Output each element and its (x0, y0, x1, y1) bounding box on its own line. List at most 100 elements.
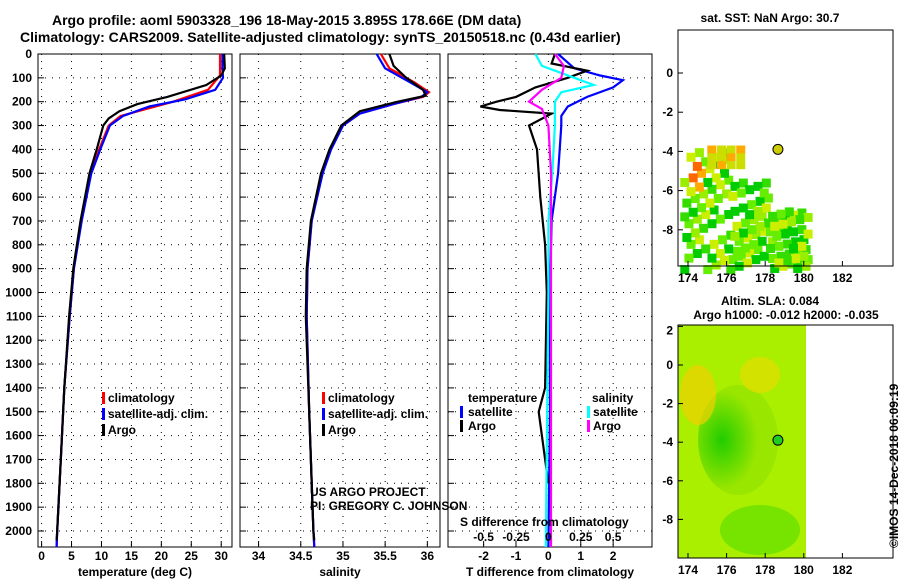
sst-cell (692, 161, 702, 171)
sst-cell (715, 249, 725, 259)
x-tick-label: 2 (610, 549, 617, 563)
sst-cell (761, 203, 771, 213)
sst-cell (716, 145, 726, 154)
sst-cell (763, 218, 773, 228)
sst-cell (740, 218, 750, 228)
sst-cell (768, 211, 778, 221)
x-tick-label: 34 (252, 549, 266, 563)
sst-cell (688, 173, 698, 183)
x2-tick-label: -0.5 (473, 530, 494, 544)
legend-label: climatology (108, 391, 175, 405)
sst-cell (684, 253, 694, 263)
depth-tick-label: 1900 (5, 500, 32, 514)
depth-tick-label: 1600 (5, 429, 32, 443)
sst-cell (701, 157, 711, 167)
sst-cell (753, 206, 763, 216)
sst-cell (774, 258, 784, 268)
credit-line-1: US ARGO PROJECT (310, 485, 426, 499)
map-title: Altim. SLA: 0.084 (721, 294, 819, 308)
sst-cell (688, 207, 698, 217)
sst-cell (797, 225, 807, 235)
sst-cell (791, 237, 801, 247)
x-tick-label: 20 (155, 549, 169, 563)
depth-tick-label: 800 (12, 238, 32, 252)
depth-tick-label: 700 (12, 214, 32, 228)
sst-cell (692, 249, 702, 259)
depth-tick-label: 400 (12, 142, 32, 156)
legend-heading-salinity: salinity (592, 391, 634, 405)
sst-cell (686, 152, 696, 162)
sst-cell (747, 200, 757, 210)
x2-tick-label: 0.5 (605, 530, 622, 544)
sst-cell (705, 198, 715, 208)
x-tick-label: -2 (478, 549, 489, 563)
lat-tick-label: -2 (662, 105, 673, 119)
sst-cell (720, 168, 730, 178)
legend-swatch (322, 392, 325, 404)
legend-label: satellite-adj. clim. (328, 407, 428, 421)
sst-cell (716, 153, 726, 162)
sst-cell (795, 215, 805, 225)
x2-tick-label: -0.25 (502, 530, 530, 544)
depth-tick-label: 1200 (5, 333, 32, 347)
sst-cell (782, 239, 792, 249)
legend-swatch (102, 408, 105, 420)
sst-cell (726, 265, 736, 275)
sst-cell (716, 161, 726, 170)
sst-cell (751, 230, 761, 240)
map-title: sat. SST: NaN Argo: 30.7 (701, 11, 840, 25)
sst-cell (736, 153, 746, 162)
sst-cell (797, 241, 807, 251)
x-tick-label: 15 (125, 549, 139, 563)
sst-cell (736, 161, 746, 170)
sst-cell (784, 207, 794, 217)
x-tick-label: 30 (215, 549, 229, 563)
sst-cell (780, 229, 790, 239)
depth-tick-label: 1800 (5, 476, 32, 490)
profile-line-climatology (305, 53, 431, 548)
sst-cell (690, 194, 700, 204)
sst-cell (757, 236, 767, 246)
x-tick-label: 0 (545, 549, 552, 563)
sst-cell (680, 265, 690, 275)
legend-swatch (322, 408, 325, 420)
sst-cell (732, 246, 742, 256)
sst-cell (680, 177, 690, 187)
profile-line-climatology (55, 54, 222, 548)
lon-tick-label: 174 (678, 563, 698, 577)
x2-tick-label: 0.25 (569, 530, 593, 544)
sst-cell (703, 265, 713, 275)
sst-cell (770, 263, 780, 273)
sst-cell (793, 263, 803, 273)
sst-cell (791, 253, 801, 263)
x-tick-label: 1 (577, 549, 584, 563)
x-axis-label: T difference from climatology (466, 565, 634, 579)
sst-cell (713, 194, 723, 204)
sst-cell (707, 153, 717, 162)
legend-heading-temperature: temperature (468, 391, 538, 405)
sst-cell (799, 235, 809, 245)
lat-tick-label: -8 (662, 512, 673, 526)
sst-cell (715, 180, 725, 190)
depth-tick-label: 600 (12, 190, 32, 204)
lon-tick-label: 176 (717, 271, 737, 285)
x-tick-label: 35 (336, 549, 350, 563)
sst-cell (720, 255, 730, 265)
sst-cell (722, 189, 732, 199)
depth-tick-label: 200 (12, 95, 32, 109)
x-tick-label: 25 (185, 549, 199, 563)
sst-cell (717, 235, 727, 245)
sst-cell (715, 214, 725, 224)
sst-cell (726, 153, 736, 162)
sst-cell (707, 184, 717, 194)
sst-cell (759, 251, 769, 261)
depth-tick-label: 1500 (5, 405, 32, 419)
sst-cell (690, 228, 700, 238)
sst-cell (728, 191, 738, 201)
profile-line-s-satellite (534, 53, 598, 548)
sst-cell (755, 221, 765, 231)
title-line-1: Argo profile: aoml 5903328_196 18-May-20… (52, 12, 522, 28)
depth-tick-label: 500 (12, 166, 32, 180)
